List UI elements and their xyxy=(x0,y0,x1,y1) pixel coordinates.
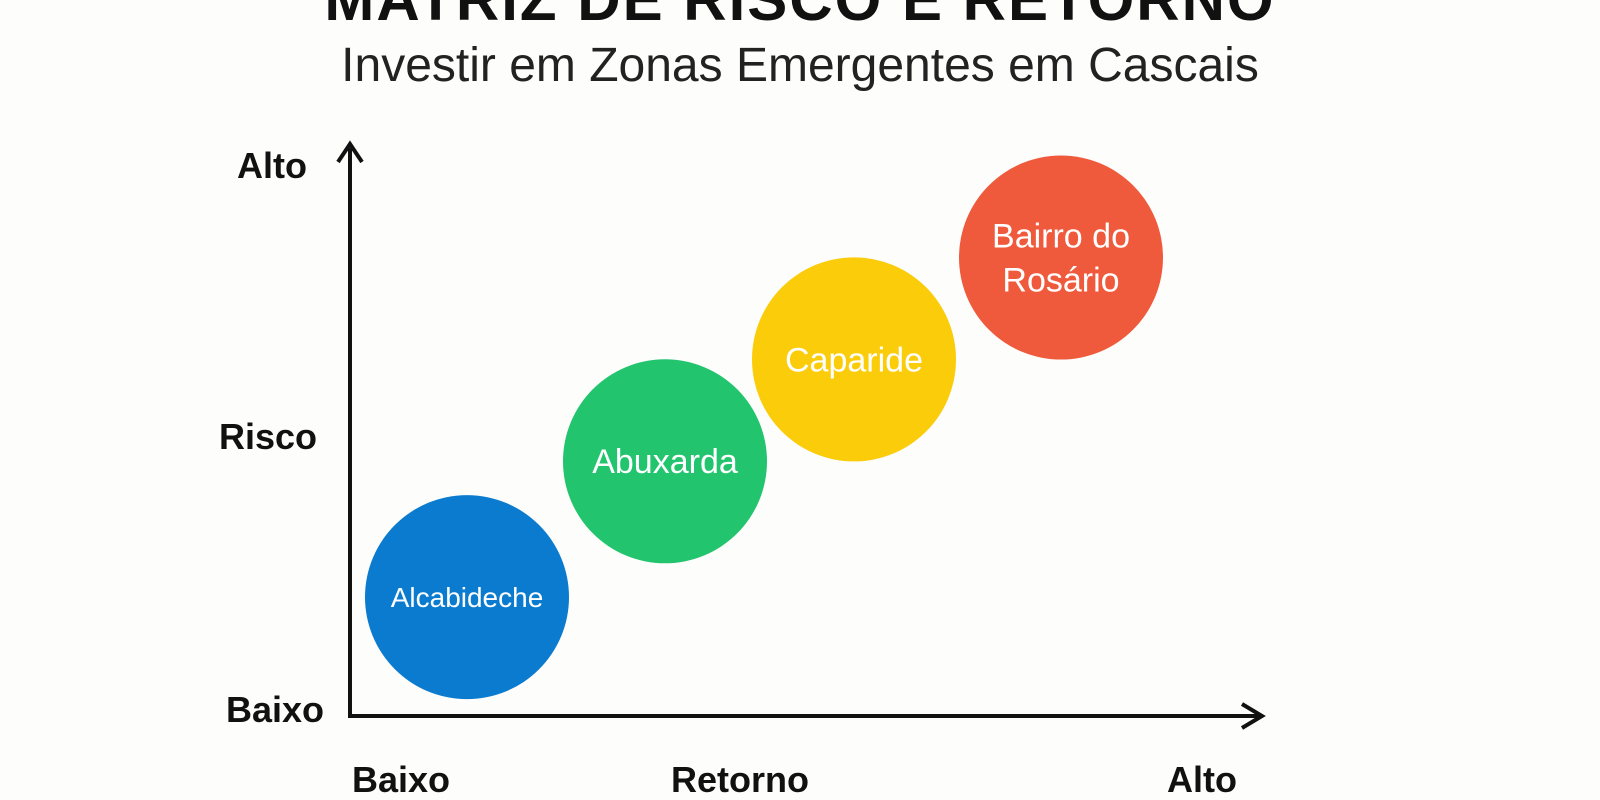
x-axis-arrowhead xyxy=(1240,702,1266,730)
x-axis-title: Retorno xyxy=(671,759,809,800)
bubble-1 xyxy=(563,359,767,564)
chart-title: MATRIZ DE RISCO E RETORNO xyxy=(0,0,1600,30)
x-axis-high-label: Alto xyxy=(1167,759,1237,800)
y-axis-low-label: Baixo xyxy=(226,689,324,730)
bubble-3 xyxy=(959,155,1163,360)
y-axis-arrowhead xyxy=(336,140,364,164)
bubble-label-3: Bairro do Rosário xyxy=(992,217,1130,299)
bubble-0 xyxy=(365,495,569,700)
y-axis-title: Risco xyxy=(219,416,317,457)
chart-subtitle: Investir em Zonas Emergentes em Cascais xyxy=(341,39,1259,92)
data-points: Alcabideche Abuxarda Caparide Bairro do Rosá… xyxy=(365,155,1163,700)
bubble-label-0: Alcabideche xyxy=(391,582,544,613)
bubble-2 xyxy=(752,257,956,462)
y-axis-high-label: Alto xyxy=(237,145,307,186)
bubble-label-2: Caparide xyxy=(785,341,923,379)
bubble-label-1: Abuxarda xyxy=(592,443,738,481)
x-axis-low-label: Baixo xyxy=(352,759,450,800)
